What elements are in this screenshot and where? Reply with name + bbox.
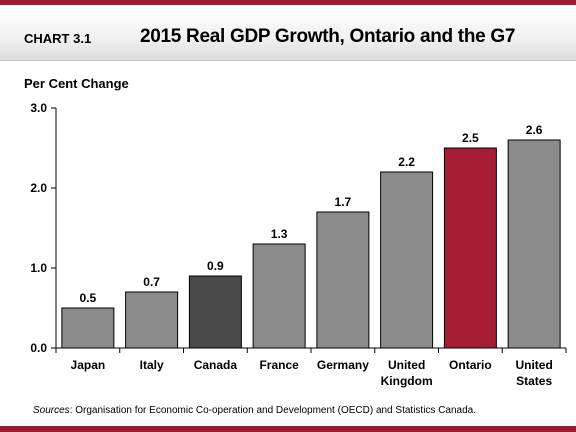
y-tick-label: 1.0 [30,261,47,275]
bar [443,147,497,349]
data-label: 1.3 [271,227,288,241]
x-tick-label: Ontario [449,358,492,372]
x-tick-label: States [516,374,552,388]
data-label: 2.2 [398,155,415,169]
data-label: 1.7 [335,195,352,209]
x-tick-label: United [515,358,552,372]
x-tick-label: United [388,358,425,372]
y-tick-label: 0.0 [30,341,47,355]
x-tick-label: Canada [194,358,238,372]
bar [188,275,242,349]
x-tick-label: Germany [317,358,369,372]
data-label: 2.6 [526,123,543,137]
bar [316,211,370,349]
source-label: Sources [33,405,70,416]
x-tick-label: Italy [140,358,164,372]
data-label: 0.9 [207,259,224,273]
x-tick-label: Kingdom [381,374,433,388]
bar [252,243,306,349]
source-text: : Organisation for Economic Co-operation… [69,405,476,416]
bottom-accent-rule [0,426,576,432]
x-tick-label: Japan [71,358,106,372]
y-axis-title: Per Cent Change [24,76,129,91]
y-tick-label: 3.0 [30,101,47,115]
data-label: 0.7 [143,275,160,289]
chart-title: 2015 Real GDP Growth, Ontario and the G7 [140,26,516,47]
source-note: Sources: Organisation for Economic Co-op… [33,405,476,416]
bar [380,171,434,349]
data-label: 0.5 [80,291,97,305]
header-band: CHART 3.1 2015 Real GDP Growth, Ontario … [0,5,576,61]
chart-number-label: CHART 3.1 [24,31,92,46]
data-label: 2.5 [462,131,479,145]
bar [61,307,115,349]
y-tick-label: 2.0 [30,181,47,195]
bar [125,291,179,349]
top-accent-rule [0,0,576,5]
x-tick-label: France [259,358,299,372]
bar [507,139,561,349]
